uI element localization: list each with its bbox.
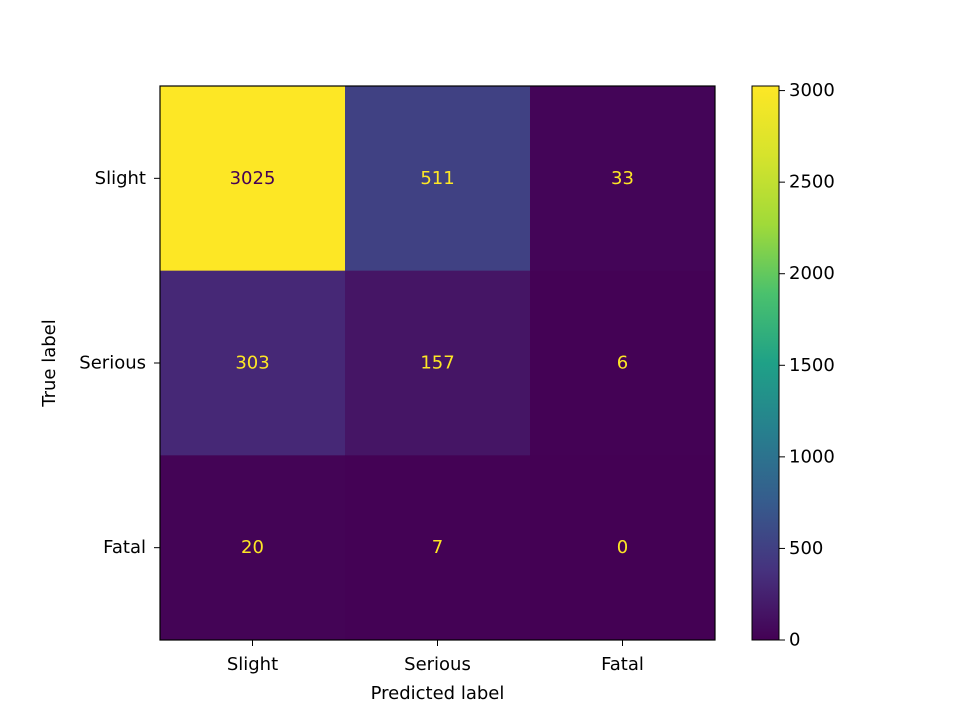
heatmap-cell [160,455,346,641]
heatmap-cell [345,270,531,456]
cell-value-label: 0 [617,537,628,558]
colorbar-tick-label: 1000 [789,446,835,467]
colorbar [751,85,780,641]
y-tick-label: Fatal [103,537,146,558]
heatmap-cell [345,455,531,641]
colorbar-ticks: 0 500 1000 1500 2000 2500 3000 [779,80,835,651]
x-tick-label: Fatal [601,654,644,675]
colorbar-tick-label: 2500 [789,172,835,193]
cell-value-label: 20 [241,537,264,558]
heatmap-cell [530,270,716,456]
cell-value-label: 303 [235,353,269,374]
heatmap-cells [160,86,716,641]
cell-value-label: 7 [432,537,443,558]
colorbar-tick-label: 3000 [789,80,835,101]
x-tick-label: Serious [404,654,471,675]
x-axis-ticks: Slight Serious Fatal [227,640,644,675]
heatmap-cell [530,455,716,641]
y-axis-title: True label [39,319,60,408]
cell-value-label: 33 [611,168,634,189]
y-tick-label: Slight [95,168,146,189]
heatmap-cell-labels: 3025 511 33 303 157 6 20 7 0 [230,168,634,558]
heatmap-cell [160,270,346,456]
heatmap-cell [345,86,531,272]
colorbar-tick-label: 0 [789,630,800,651]
cell-value-label: 3025 [230,168,276,189]
cell-value-label: 511 [420,168,454,189]
colorbar-tick-label: 1500 [789,355,835,376]
y-axis-ticks: Slight Serious Fatal [79,168,160,558]
heatmap-cell [160,86,346,272]
colorbar-tick-label: 2000 [789,263,835,284]
colorbar-tick-label: 500 [789,538,823,559]
y-tick-label: Serious [79,353,146,374]
cell-value-label: 6 [617,353,628,374]
x-axis-title: Predicted label [371,683,505,704]
x-tick-label: Slight [227,654,278,675]
heatmap-cell [530,86,716,272]
cell-value-label: 157 [420,353,454,374]
